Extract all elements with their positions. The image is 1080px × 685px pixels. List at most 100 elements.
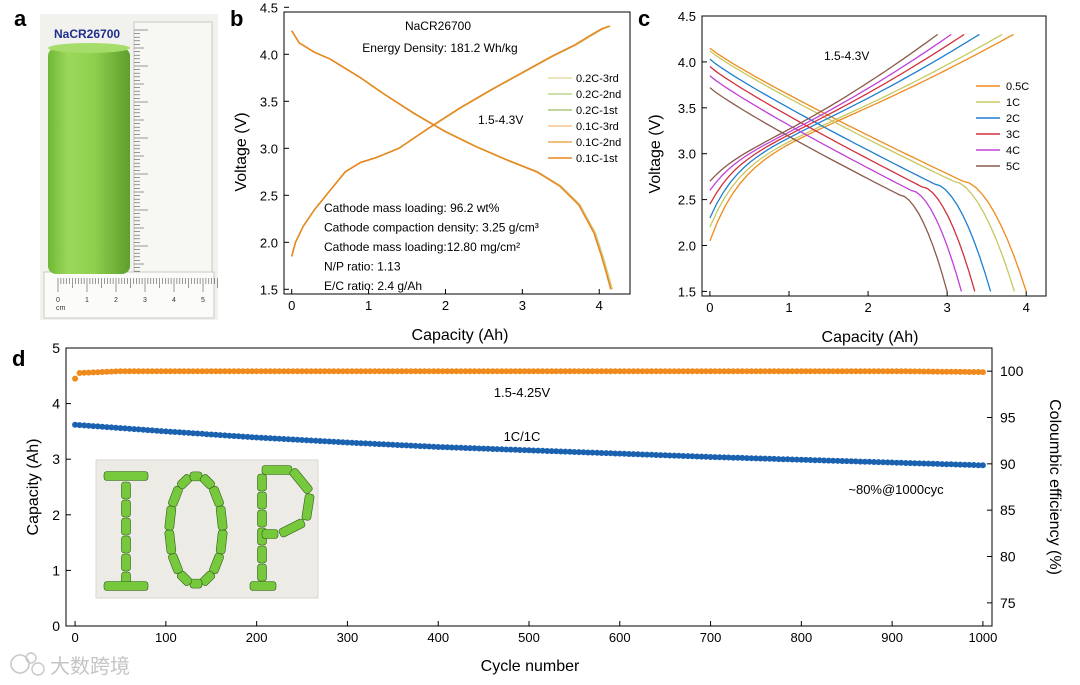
data-point [739, 454, 746, 461]
legend-entry: 0.1C-3rd [576, 121, 619, 133]
data-point [317, 438, 324, 444]
data-point [589, 449, 596, 456]
data-point [689, 453, 696, 460]
ruler-tick-label: 1 [85, 297, 89, 304]
iop-cell [301, 493, 315, 521]
data-point [108, 424, 115, 431]
data-point [889, 459, 896, 466]
x-tick-label: 200 [246, 630, 268, 645]
ruler-tick-label: 4 [172, 297, 176, 304]
y-tick-label: 3.0 [678, 147, 696, 162]
data-point [825, 457, 832, 464]
data-point [339, 439, 346, 446]
data-point [185, 429, 192, 436]
legend-entry: 0.2C-3rd [576, 73, 619, 85]
battery-cell-top [48, 43, 130, 53]
data-point [162, 428, 169, 435]
data-point [839, 458, 846, 464]
data-point [816, 368, 823, 375]
y-tick-label: 2.0 [260, 235, 278, 250]
data-point [898, 368, 905, 375]
data-point [417, 443, 424, 450]
legend-entry: 0.1C-1st [576, 153, 618, 165]
data-point [684, 368, 691, 375]
data-point [249, 368, 256, 375]
data-point [789, 456, 796, 463]
iop-letters-caption: IOP [202, 590, 212, 596]
iop-cell [121, 553, 131, 572]
data-point [911, 460, 918, 467]
data-point [571, 368, 578, 375]
data-point [857, 458, 864, 465]
data-point [380, 441, 387, 448]
data-point [385, 441, 392, 448]
legend-entry: 0.1C-2nd [576, 137, 621, 149]
data-point [675, 452, 682, 459]
data-point [512, 368, 519, 375]
plot-d-y-ticks-left: 0 1 2 3 4 5 [52, 340, 71, 634]
data-point [743, 455, 750, 462]
data-point [389, 441, 396, 448]
data-point [680, 453, 687, 459]
data-point [462, 445, 469, 451]
data-point [757, 368, 764, 375]
data-point [585, 449, 591, 456]
data-point [766, 368, 773, 375]
plot-c-y-label: Voltage (V) [647, 114, 664, 193]
data-point [730, 368, 737, 375]
iop-cell [215, 505, 228, 531]
plot-c-voltage-window: 1.5-4.3V [824, 49, 869, 63]
data-point [244, 433, 251, 440]
data-point [376, 441, 383, 448]
data-point [866, 368, 873, 375]
data-point [103, 424, 110, 431]
ruler-tick-label: 2 [114, 297, 118, 304]
legend-entry: 3C [1006, 129, 1020, 141]
data-point [884, 368, 891, 375]
data-point [603, 368, 610, 375]
iop-cell [121, 481, 131, 500]
data-point [367, 368, 374, 375]
series-line-discharge [709, 47, 1027, 292]
data-point [503, 368, 510, 375]
data-point [335, 439, 342, 445]
data-point [235, 433, 242, 440]
data-point [526, 447, 532, 454]
data-point [81, 369, 88, 376]
data-point [462, 368, 469, 375]
data-point [144, 368, 151, 375]
data-point [308, 368, 315, 375]
data-point [970, 369, 977, 375]
data-point [389, 368, 396, 375]
data-point [122, 368, 128, 375]
data-point [739, 368, 746, 375]
data-point [226, 368, 233, 375]
data-point [966, 369, 973, 375]
x-tick-label: 0 [71, 630, 78, 645]
plot-d-y-ticks-right: 75 80 85 90 95 100 [987, 363, 1024, 611]
data-point [280, 368, 287, 375]
data-point [476, 368, 483, 375]
data-point [349, 439, 355, 446]
data-point [621, 450, 628, 457]
iop-cell [121, 517, 131, 536]
data-point [190, 430, 197, 437]
data-point [308, 437, 315, 444]
iop-cell [278, 518, 306, 538]
series-line-charge [709, 33, 1014, 242]
y-tick-label: 2.5 [260, 188, 278, 203]
data-point [358, 368, 364, 375]
data-point [312, 437, 319, 444]
data-point [966, 461, 973, 468]
x-tick-label: 3 [519, 298, 526, 313]
plot-d-x-label: Cycle number [481, 658, 580, 675]
data-point [975, 369, 982, 375]
data-point [426, 368, 433, 375]
data-point [326, 438, 333, 445]
data-point [398, 368, 405, 375]
y-tick-label: 4.0 [678, 55, 696, 70]
data-point [943, 368, 950, 375]
data-point [666, 452, 673, 459]
data-point [725, 368, 732, 375]
